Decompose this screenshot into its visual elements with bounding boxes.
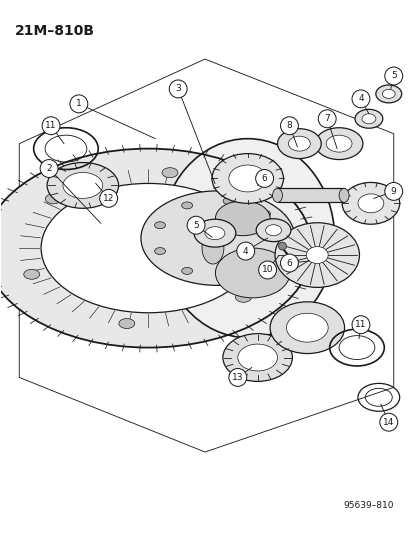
- Ellipse shape: [256, 217, 272, 227]
- Circle shape: [169, 80, 187, 98]
- Circle shape: [258, 261, 276, 279]
- Ellipse shape: [215, 248, 289, 298]
- Polygon shape: [0, 149, 311, 348]
- Ellipse shape: [202, 232, 223, 264]
- Text: 5: 5: [390, 71, 396, 80]
- Ellipse shape: [235, 293, 251, 302]
- Circle shape: [100, 189, 117, 207]
- Ellipse shape: [354, 109, 382, 128]
- Ellipse shape: [181, 268, 192, 274]
- Ellipse shape: [338, 188, 348, 203]
- Circle shape: [228, 368, 246, 386]
- Ellipse shape: [272, 188, 282, 203]
- Ellipse shape: [237, 344, 277, 371]
- Ellipse shape: [211, 154, 283, 203]
- Ellipse shape: [341, 182, 399, 224]
- Ellipse shape: [222, 334, 292, 382]
- Text: 10: 10: [261, 265, 273, 274]
- Ellipse shape: [63, 173, 102, 198]
- Text: 9: 9: [390, 187, 396, 196]
- Ellipse shape: [160, 139, 334, 337]
- Ellipse shape: [274, 223, 358, 287]
- Ellipse shape: [24, 269, 40, 279]
- Text: 13: 13: [231, 373, 243, 382]
- Text: 6: 6: [261, 174, 267, 183]
- Ellipse shape: [265, 225, 281, 236]
- Ellipse shape: [119, 319, 135, 328]
- Text: 5: 5: [193, 221, 199, 230]
- Text: 4: 4: [357, 94, 363, 103]
- Ellipse shape: [259, 211, 270, 217]
- Ellipse shape: [204, 227, 224, 240]
- Text: 12: 12: [103, 194, 114, 203]
- Ellipse shape: [361, 114, 375, 124]
- Circle shape: [379, 413, 397, 431]
- Ellipse shape: [194, 219, 235, 247]
- Ellipse shape: [47, 163, 118, 208]
- Ellipse shape: [381, 90, 394, 99]
- Circle shape: [351, 316, 369, 334]
- Circle shape: [384, 182, 402, 200]
- Circle shape: [255, 169, 273, 188]
- Ellipse shape: [286, 313, 328, 342]
- Text: 14: 14: [382, 418, 394, 427]
- Circle shape: [70, 95, 88, 113]
- Circle shape: [40, 159, 58, 177]
- Text: 11: 11: [45, 121, 57, 130]
- Ellipse shape: [154, 248, 165, 255]
- Ellipse shape: [41, 183, 255, 313]
- Text: 8: 8: [286, 121, 292, 130]
- Text: 6: 6: [286, 259, 292, 268]
- Ellipse shape: [269, 302, 344, 353]
- Ellipse shape: [223, 197, 233, 204]
- Ellipse shape: [325, 135, 351, 152]
- Ellipse shape: [154, 222, 165, 229]
- Ellipse shape: [277, 129, 320, 158]
- Circle shape: [351, 90, 369, 108]
- Ellipse shape: [259, 259, 270, 266]
- Ellipse shape: [228, 165, 266, 192]
- Circle shape: [278, 242, 286, 250]
- Text: 4: 4: [242, 247, 248, 256]
- Circle shape: [384, 67, 402, 85]
- Ellipse shape: [306, 247, 328, 263]
- Ellipse shape: [45, 194, 61, 204]
- Ellipse shape: [273, 235, 284, 241]
- Circle shape: [280, 254, 298, 272]
- Circle shape: [236, 242, 254, 260]
- Ellipse shape: [288, 136, 310, 151]
- Ellipse shape: [215, 201, 269, 236]
- Ellipse shape: [140, 191, 294, 285]
- Circle shape: [42, 117, 60, 135]
- Ellipse shape: [315, 128, 362, 159]
- Text: 7: 7: [323, 114, 329, 123]
- Ellipse shape: [223, 272, 233, 279]
- Text: 21M–810B: 21M–810B: [15, 25, 95, 38]
- Circle shape: [318, 110, 335, 128]
- Text: 1: 1: [76, 99, 81, 108]
- Circle shape: [280, 117, 298, 135]
- Ellipse shape: [181, 202, 192, 209]
- Ellipse shape: [161, 168, 178, 177]
- Ellipse shape: [256, 219, 290, 241]
- Circle shape: [187, 216, 204, 234]
- Polygon shape: [19, 59, 393, 452]
- Polygon shape: [277, 188, 343, 203]
- Ellipse shape: [357, 194, 383, 213]
- Ellipse shape: [375, 85, 401, 103]
- Text: 3: 3: [175, 84, 180, 93]
- Text: 11: 11: [354, 320, 366, 329]
- Text: 95639–810: 95639–810: [342, 500, 393, 510]
- Text: 2: 2: [46, 164, 52, 173]
